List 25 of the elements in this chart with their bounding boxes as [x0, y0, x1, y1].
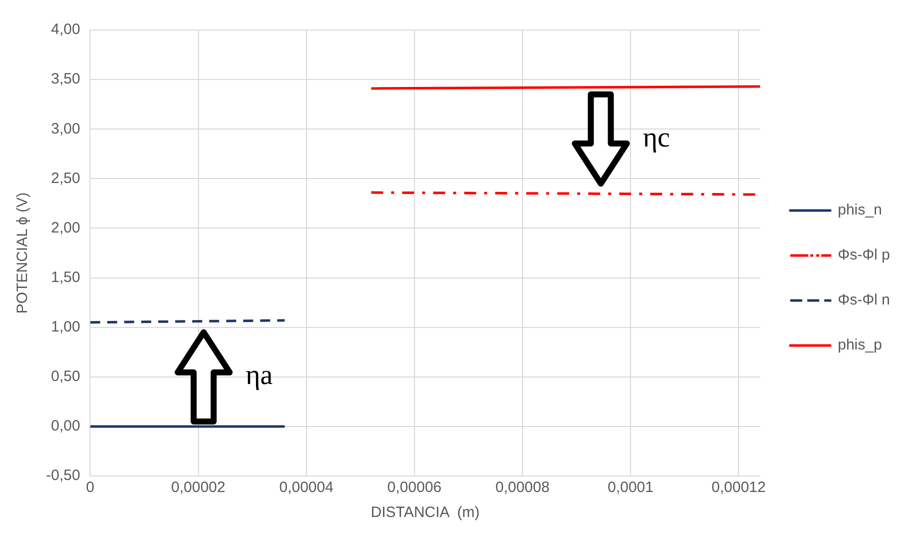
y-tick-label: 1,00 [50, 318, 80, 336]
y-tick-label: 3,50 [50, 70, 80, 88]
y-tick-label: 4,00 [50, 21, 80, 38]
y-tick-label: 1,50 [50, 268, 80, 286]
y-tick-label: 2,00 [50, 219, 80, 236]
x-tick-label: 0,00008 [495, 479, 550, 496]
y-tick-label: -0,50 [46, 467, 80, 484]
y-tick-label: 0,00 [50, 418, 80, 435]
x-tick-label: 0 [86, 479, 94, 496]
x-tick-label: 0,00002 [171, 479, 226, 496]
annotation: ηc [642, 122, 670, 154]
y-tick-label: 3,00 [50, 120, 80, 138]
x-tick-label: 0,00004 [279, 479, 334, 496]
legend-label: Φs-Φl p [838, 246, 890, 264]
x-axis-title: DISTANCIA (m) [370, 504, 480, 522]
x-tick-label: 0,0001 [608, 479, 654, 496]
y-axis-title: POTENCIAL ϕ (V) [14, 192, 32, 314]
legend-label: phis_p [838, 336, 882, 354]
legend-label: Φs-Φl n [838, 292, 890, 309]
legend-label: phis_n [838, 202, 882, 219]
annotation: ηa [246, 360, 274, 392]
x-tick-label: 0,00006 [387, 479, 442, 496]
x-tick-label: 0,00012 [711, 479, 766, 496]
y-tick-label: 2,50 [50, 170, 80, 187]
y-tick-label: 0,50 [50, 368, 80, 386]
